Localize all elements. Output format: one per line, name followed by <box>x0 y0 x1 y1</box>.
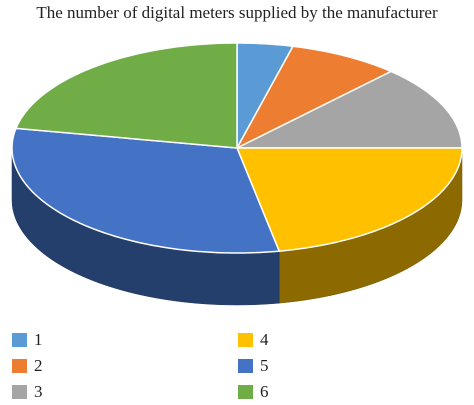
legend-label: 1 <box>34 330 43 349</box>
legend-label: 5 <box>260 356 269 375</box>
legend-swatch <box>238 385 253 399</box>
legend-swatch <box>238 333 253 347</box>
legend-swatch <box>12 333 27 347</box>
slice <box>11 127 280 254</box>
legend-label: 6 <box>260 382 269 401</box>
legend-label: 2 <box>34 356 43 375</box>
legend-label: 4 <box>260 330 269 349</box>
slice <box>236 70 463 149</box>
legend-swatch <box>238 359 253 373</box>
slice <box>236 45 392 149</box>
legend-swatch <box>12 385 27 399</box>
slice <box>236 147 463 252</box>
legend-swatch <box>12 359 27 373</box>
legend-label: 3 <box>34 382 43 401</box>
slice <box>15 42 238 149</box>
chart-title: The number of digital meters supplied by… <box>36 3 438 22</box>
